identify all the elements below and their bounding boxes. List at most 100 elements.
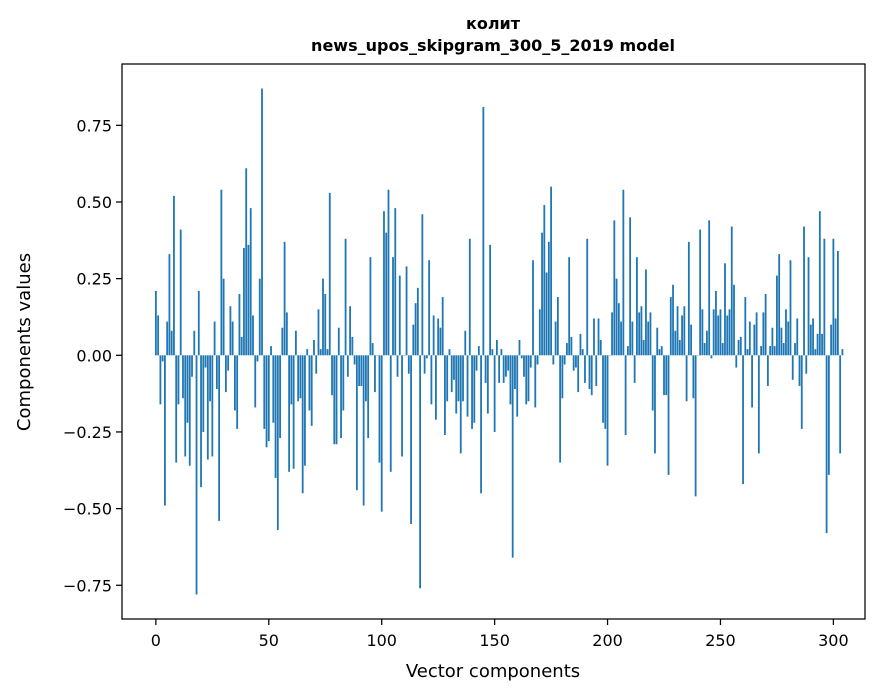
bar-50: [267, 355, 270, 442]
bar-233: [681, 315, 683, 356]
bar-266: [755, 312, 758, 356]
bar-144: [480, 355, 482, 494]
bar-236: [687, 241, 690, 356]
bar-246: [710, 355, 713, 359]
bar-116: [416, 287, 419, 356]
bar-302: [836, 251, 839, 356]
bar-39: [243, 247, 245, 356]
bar-159: [514, 355, 516, 390]
bar-91: [360, 355, 363, 386]
bar-167: [532, 260, 534, 356]
bar-17: [193, 330, 196, 356]
bar-77: [328, 192, 331, 356]
bar-282: [791, 355, 794, 380]
bar-158: [511, 355, 514, 558]
bar-255: [730, 226, 733, 356]
bar-162: [520, 355, 523, 359]
bar-184: [570, 336, 573, 356]
bar-249: [717, 315, 720, 356]
bar-149: [491, 349, 494, 356]
bar-55: [279, 355, 281, 439]
bar-141: [473, 355, 476, 423]
bar-168: [534, 355, 537, 408]
bar-265: [753, 324, 756, 356]
bar-230: [674, 330, 677, 356]
bar-101: [383, 211, 385, 356]
bar-36: [236, 355, 239, 429]
x-tick-label-50: 50: [259, 631, 279, 650]
bar-117: [419, 355, 422, 589]
bar-225: [663, 355, 665, 396]
bar-176: [552, 355, 555, 365]
bar-211: [631, 321, 634, 356]
bar-119: [423, 355, 426, 374]
bar-124: [435, 355, 437, 420]
bar-163: [523, 355, 525, 377]
bar-169: [536, 355, 539, 365]
bar-125: [437, 318, 440, 356]
bar-200: [606, 355, 609, 466]
bar-179: [559, 355, 562, 463]
bar-43: [252, 315, 254, 356]
bar-229: [672, 284, 674, 356]
bar-220: [651, 355, 654, 411]
bar-20: [200, 355, 202, 488]
bar-218: [647, 321, 650, 356]
bar-86: [349, 306, 351, 356]
bar-68: [308, 355, 311, 411]
bar-140: [471, 355, 473, 429]
bar-4: [164, 355, 166, 506]
bar-272: [769, 346, 772, 356]
bar-223: [658, 349, 661, 356]
bar-136: [462, 355, 464, 402]
bar-107: [396, 355, 399, 377]
bar-31: [224, 355, 227, 393]
bar-94: [367, 355, 370, 439]
bar-85: [346, 355, 349, 377]
bar-122: [430, 355, 433, 405]
bar-series: [154, 88, 844, 595]
bar-189: [581, 349, 584, 356]
bar-18: [195, 355, 198, 595]
bar-196: [597, 318, 600, 356]
bar-157: [509, 355, 512, 405]
bar-209: [626, 346, 629, 356]
bar-278: [782, 343, 785, 356]
bar-74: [322, 278, 324, 356]
bar-66: [304, 355, 306, 466]
bar-69: [310, 355, 313, 426]
bar-227: [667, 355, 670, 475]
bar-221: [654, 355, 656, 454]
bar-198: [602, 355, 604, 423]
bar-262: [746, 349, 749, 356]
bar-48: [263, 355, 266, 429]
bar-34: [231, 321, 234, 356]
bar-299: [830, 324, 833, 356]
bar-62: [294, 330, 297, 356]
bar-115: [414, 303, 417, 356]
bar-15: [188, 355, 191, 466]
y-axis-ticks: −0.75 −0.50 −0.25 0.00 0.25 0.50 0.75: [63, 116, 122, 595]
bar-104: [389, 355, 392, 472]
bar-29: [220, 189, 223, 356]
bar-88: [353, 355, 356, 365]
bar-54: [276, 355, 279, 531]
bar-219: [649, 312, 652, 356]
bar-105: [392, 257, 394, 356]
bar-150: [493, 355, 496, 432]
bar-185: [572, 355, 575, 371]
bar-292: [814, 349, 817, 356]
bar-87: [351, 336, 354, 356]
bar-263: [748, 321, 751, 356]
bar-260: [742, 355, 744, 485]
bar-214: [638, 312, 641, 356]
bar-261: [744, 297, 747, 356]
x-tick-label-0: 0: [151, 631, 161, 650]
y-tick-label-4: 0.25: [76, 270, 112, 289]
bar-37: [238, 293, 241, 356]
bar-12: [182, 355, 184, 399]
x-tick-label-300: 300: [818, 631, 849, 650]
bar-298: [827, 355, 830, 475]
bar-287: [803, 226, 805, 356]
plot-area-frame: [121, 63, 866, 620]
